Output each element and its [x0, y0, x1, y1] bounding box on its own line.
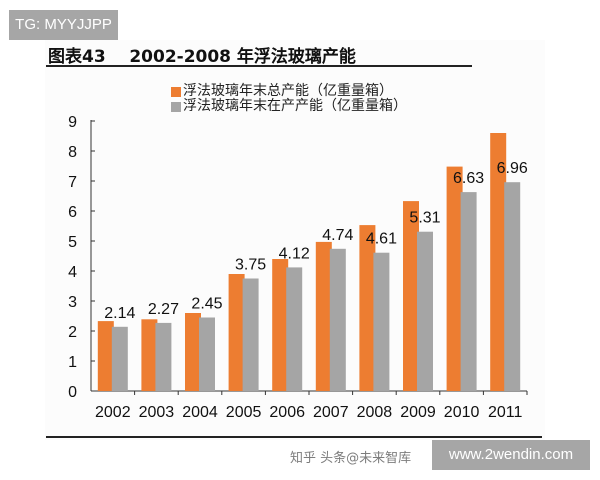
bar-total-2002 — [97, 321, 114, 391]
bar-total-2009 — [403, 201, 419, 391]
bar-total-2008 — [359, 225, 376, 391]
chart-title: 图表43 2002-2008 年浮法玻璃产能 — [48, 47, 356, 67]
y-tick-label: 6 — [68, 204, 77, 221]
legend-item-total: 浮法玻璃年末总产能（亿重量箱） — [171, 84, 407, 99]
data-label-2009: 5.31 — [409, 210, 440, 227]
y-tick-label: 4 — [68, 264, 77, 281]
data-label-2003: 2.27 — [148, 301, 179, 318]
legend: 浮法玻璃年末总产能（亿重量箱） 浮法玻璃年末在产产能（亿重量箱） — [171, 84, 407, 114]
bar-active-2005 — [242, 278, 259, 391]
y-tick-label: 9 — [68, 114, 77, 131]
legend-label-total: 浮法玻璃年末总产能（亿重量箱） — [183, 83, 393, 99]
title-underline — [46, 65, 472, 67]
bar-active-2004 — [199, 317, 215, 391]
bar-total-2003 — [141, 319, 158, 391]
watermark-site: www.2wendin.com — [432, 440, 590, 470]
bar-total-2005 — [228, 274, 245, 391]
data-label-2011: 6.96 — [497, 160, 528, 177]
y-tick-label: 2 — [68, 324, 77, 341]
bar-total-2010 — [446, 166, 463, 391]
y-tick-label: 7 — [68, 174, 77, 191]
bar-active-2006 — [286, 267, 303, 391]
data-label-2010: 6.63 — [453, 170, 484, 187]
data-label-2007: 4.74 — [322, 227, 353, 244]
data-label-2002: 2.14 — [104, 305, 135, 322]
x-tick-label: 2009 — [400, 404, 436, 421]
bar-active-2008 — [373, 252, 390, 391]
x-tick-label: 2003 — [139, 404, 175, 421]
bar-active-2011 — [504, 182, 521, 391]
legend-swatch-active — [171, 101, 181, 112]
bar-active-2009 — [417, 231, 433, 391]
bar-active-2003 — [155, 322, 172, 391]
x-tick-label: 2002 — [95, 404, 131, 421]
x-tick-label: 2004 — [182, 404, 218, 421]
legend-label-active: 浮法玻璃年末在产产能（亿重量箱） — [183, 98, 407, 114]
x-tick-label: 2008 — [357, 404, 393, 421]
y-tick-label: 8 — [68, 144, 77, 161]
x-tick-label: 2010 — [444, 404, 480, 421]
x-tick-label: 2005 — [226, 404, 262, 421]
bar-total-2006 — [272, 259, 289, 391]
watermark-overlay: 知乎 头条@未来智库 — [290, 451, 412, 466]
bottom-rule — [46, 436, 542, 438]
data-label-2005: 3.75 — [235, 257, 266, 274]
data-label-2004: 2.45 — [191, 296, 222, 313]
legend-swatch-total — [171, 86, 181, 97]
y-tick-label: 0 — [68, 384, 77, 401]
bar-total-2007 — [315, 241, 332, 391]
x-tick-label: 2011 — [488, 404, 523, 421]
legend-item-active: 浮法玻璃年末在产产能（亿重量箱） — [171, 99, 407, 114]
bar-active-2002 — [111, 326, 128, 391]
data-label-2008: 4.61 — [366, 231, 397, 248]
x-tick-label: 2006 — [269, 404, 305, 421]
bar-total-2004 — [185, 313, 201, 391]
bar-total-2011 — [490, 133, 507, 391]
data-label-2006: 4.12 — [279, 245, 310, 262]
x-tick-label: 2007 — [313, 404, 349, 421]
y-tick-label: 3 — [68, 294, 77, 311]
y-tick-label: 5 — [68, 234, 77, 251]
bar-active-2007 — [329, 248, 346, 391]
y-tick-label: 1 — [68, 354, 77, 371]
bar-active-2010 — [460, 192, 477, 391]
watermark-tg: TG: MYYJJPP — [9, 10, 118, 40]
